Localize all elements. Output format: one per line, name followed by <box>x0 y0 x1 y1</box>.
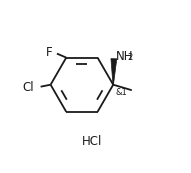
Text: F: F <box>46 46 52 59</box>
Text: Cl: Cl <box>22 81 34 94</box>
Text: HCl: HCl <box>82 135 103 148</box>
Polygon shape <box>111 59 117 85</box>
Text: &1: &1 <box>116 88 127 97</box>
Text: NH: NH <box>116 50 134 63</box>
Text: 2: 2 <box>128 53 133 62</box>
